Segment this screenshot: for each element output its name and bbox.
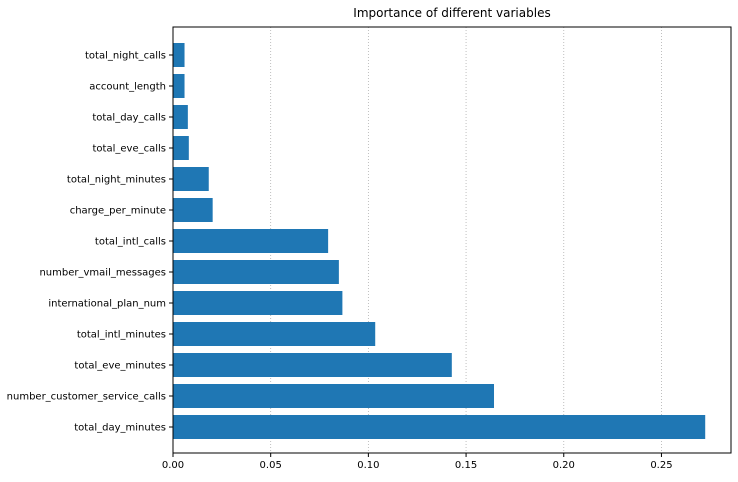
y-tick-label: total_intl_minutes (77, 330, 166, 341)
x-tick-label: 0.10 (357, 460, 379, 471)
plot-area-frame (172, 26, 732, 454)
bar-number-vmail-messages (173, 260, 339, 284)
bar-total-night-minutes (173, 167, 209, 191)
bar-total-eve-minutes (173, 353, 452, 377)
x-tick-label: 0.00 (162, 460, 184, 471)
y-tick-label: total_night_minutes (67, 175, 166, 186)
x-axis: 0.00 0.05 0.10 0.15 0.20 0.25 (162, 453, 673, 471)
x-tick-label: 0.20 (553, 460, 575, 471)
chart-title: Importance of different variables (353, 6, 550, 20)
y-tick-label: total_eve_calls (93, 144, 166, 155)
bar-charge-per-minute (173, 198, 213, 222)
bar-total-intl-calls (173, 229, 329, 253)
x-tick-label: 0.25 (650, 460, 672, 471)
y-tick-label: number_customer_service_calls (7, 392, 166, 403)
y-tick-label: total_day_minutes (74, 423, 166, 434)
bar-international-plan-num (173, 291, 343, 315)
y-tick-label: number_vmail_messages (39, 268, 166, 279)
x-tick-label: 0.15 (455, 460, 477, 471)
bar-total-night-calls (173, 43, 185, 67)
y-tick-label: international_plan_num (48, 299, 166, 310)
y-tick-label: total_intl_calls (95, 237, 166, 248)
bar-total-day-minutes (173, 415, 706, 439)
y-tick-label: total_day_calls (92, 113, 166, 124)
y-tick-label: charge_per_minute (70, 206, 166, 217)
x-tick-label: 0.05 (260, 460, 282, 471)
bar-total-intl-minutes (173, 322, 376, 346)
bar-account-length (173, 74, 185, 98)
bars (173, 43, 706, 439)
y-tick-label: total_night_calls (85, 51, 166, 62)
y-axis: total_day_minutes number_customer_service… (7, 51, 173, 434)
y-tick-label: total_eve_minutes (74, 361, 166, 372)
y-tick-label: account_length (89, 82, 166, 93)
bar-number-customer-service-calls (173, 384, 495, 408)
bar-total-day-calls (173, 105, 188, 129)
bar-total-eve-calls (173, 136, 189, 160)
